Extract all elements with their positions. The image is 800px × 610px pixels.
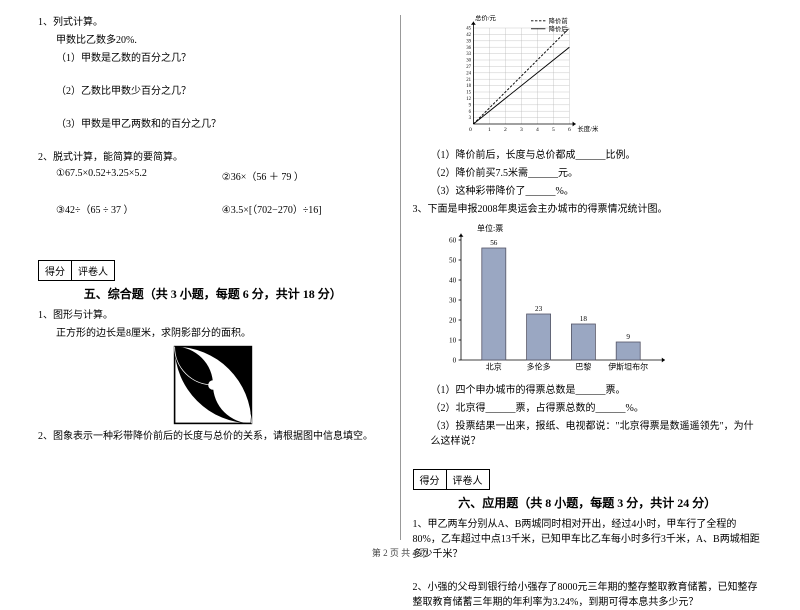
bar-q1: （1）四个申办城市的得票总数是______票。 [413, 383, 763, 398]
svg-text:多伦多: 多伦多 [526, 362, 550, 372]
section6-heading: 六、应用题（共 8 小题，每题 3 分，共计 24 分） [413, 494, 763, 511]
svg-text:33: 33 [466, 52, 471, 57]
svg-text:15: 15 [466, 91, 471, 96]
svg-text:20: 20 [449, 316, 457, 324]
svg-text:巴黎: 巴黎 [575, 362, 591, 372]
bar-q2: （2）北京得______票，占得票总数的______%。 [413, 401, 763, 416]
svg-text:42: 42 [466, 33, 471, 38]
bar-chart: 0 10 20 30 40 50 60 56 北京 23 多伦多 18 巴黎 9 伊斯坦布尔 单位:票 [433, 220, 673, 380]
bar-q3: （3）投票结果一出来，报纸、电视都说："北京得票是数遥遥领先"，为什么这样说？ [413, 419, 763, 449]
q2-item4: ④3.5×[（702−270）÷16] [222, 201, 388, 216]
svg-text:降价后: 降价后 [548, 24, 568, 33]
svg-text:27: 27 [466, 65, 471, 70]
svg-text:0: 0 [469, 127, 472, 133]
score-box-6: 得分 评卷人 [413, 469, 490, 490]
svg-text:40: 40 [449, 276, 457, 284]
score-box-5: 得分 评卷人 [38, 260, 115, 281]
line-q1: （1）降价前后，长度与总价都成______比例。 [413, 148, 763, 163]
q2-item1: ①67.5×0.52+3.25×5.2 [56, 168, 222, 183]
svg-text:23: 23 [535, 305, 543, 313]
q1-premise: 甲数比乙数多20%. [38, 33, 388, 48]
q2-row1: ①67.5×0.52+3.25×5.2 ②36×（56 ＋ 79 ） [38, 168, 388, 183]
line-q2: （2）降价前买7.5米需______元。 [413, 166, 763, 181]
q1-part3: （3）甲数是甲乙两数和的百分之几？ [38, 117, 388, 132]
svg-text:5: 5 [552, 127, 555, 133]
svg-text:长度/米: 长度/米 [577, 124, 599, 133]
score-label: 得分 [39, 261, 72, 280]
grader-label: 评卷人 [72, 261, 114, 280]
svg-text:36: 36 [466, 46, 471, 51]
left-column: 1、列式计算。 甲数比乙数多20%. （1）甲数是乙数的百分之几？ （2）乙数比… [30, 15, 396, 540]
svg-text:21: 21 [466, 78, 471, 83]
column-divider [400, 15, 401, 540]
svg-text:50: 50 [449, 256, 457, 264]
svg-text:3: 3 [468, 116, 471, 121]
s5-p1-body: 正方形的边长是8厘米，求阴影部分的面积。 [38, 326, 388, 341]
svg-text:北京: 北京 [485, 362, 501, 372]
q1-title: 1、列式计算。 [38, 15, 388, 30]
svg-text:0: 0 [452, 356, 456, 364]
svg-text:2: 2 [504, 127, 507, 133]
score-label-6: 得分 [414, 470, 447, 489]
q1-part2: （2）乙数比甲数少百分之几？ [38, 84, 388, 99]
right-column: 1234563691215182124273033363942450长度/米总价… [405, 15, 771, 540]
geometry-figure [173, 345, 253, 425]
svg-text:1: 1 [488, 127, 491, 133]
q1-part1: （1）甲数是乙数的百分之几？ [38, 51, 388, 66]
page-footer: 第 2 页 共 4 页 [0, 546, 800, 559]
q3-title: 3、下面是申报2008年奥运会主办城市的得票情况统计图。 [413, 202, 763, 217]
svg-text:12: 12 [466, 97, 471, 102]
s5-p1-title: 1、图形与计算。 [38, 308, 388, 323]
svg-text:9: 9 [626, 333, 630, 341]
svg-text:伊斯坦布尔: 伊斯坦布尔 [608, 362, 648, 372]
q2-row2: ③42÷（65 ÷ 37 ） ④3.5×[（702−270）÷16] [38, 201, 388, 216]
svg-text:9: 9 [468, 103, 471, 108]
svg-text:10: 10 [449, 336, 457, 344]
svg-text:39: 39 [466, 39, 471, 44]
svg-text:30: 30 [466, 59, 471, 64]
svg-text:18: 18 [466, 84, 471, 89]
svg-text:4: 4 [536, 127, 539, 133]
svg-text:56: 56 [490, 239, 498, 247]
svg-text:6: 6 [468, 110, 471, 115]
svg-text:60: 60 [449, 236, 457, 244]
svg-text:45: 45 [466, 27, 471, 32]
q2-item3: ③42÷（65 ÷ 37 ） [56, 201, 222, 216]
s5-p2-title: 2、图象表示一种彩带降价前后的长度与总价的关系，请根据图中信息填空。 [38, 429, 388, 444]
svg-text:6: 6 [568, 127, 571, 133]
q2-item2: ②36×（56 ＋ 79 ） [222, 168, 388, 183]
svg-text:24: 24 [466, 71, 471, 76]
svg-text:单位:票: 单位:票 [477, 223, 503, 233]
svg-text:18: 18 [579, 315, 587, 323]
line-q3: （3）这种彩带降价了______%。 [413, 184, 763, 199]
section5-heading: 五、综合题（共 3 小题，每题 6 分，共计 18 分） [38, 285, 388, 302]
s6-p2: 2、小强的父母到银行给小强存了8000元三年期的整存整取教育储蓄，已知整存整取教… [413, 580, 763, 610]
svg-text:3: 3 [520, 127, 523, 133]
svg-text:总价/元: 总价/元 [475, 15, 497, 22]
q2-title: 2、脱式计算，能简算的要简算。 [38, 150, 388, 165]
svg-text:30: 30 [449, 296, 457, 304]
grader-label-6: 评卷人 [447, 470, 489, 489]
svg-text:降价前: 降价前 [548, 16, 568, 25]
line-chart: 1234563691215182124273033363942450长度/米总价… [443, 15, 603, 145]
